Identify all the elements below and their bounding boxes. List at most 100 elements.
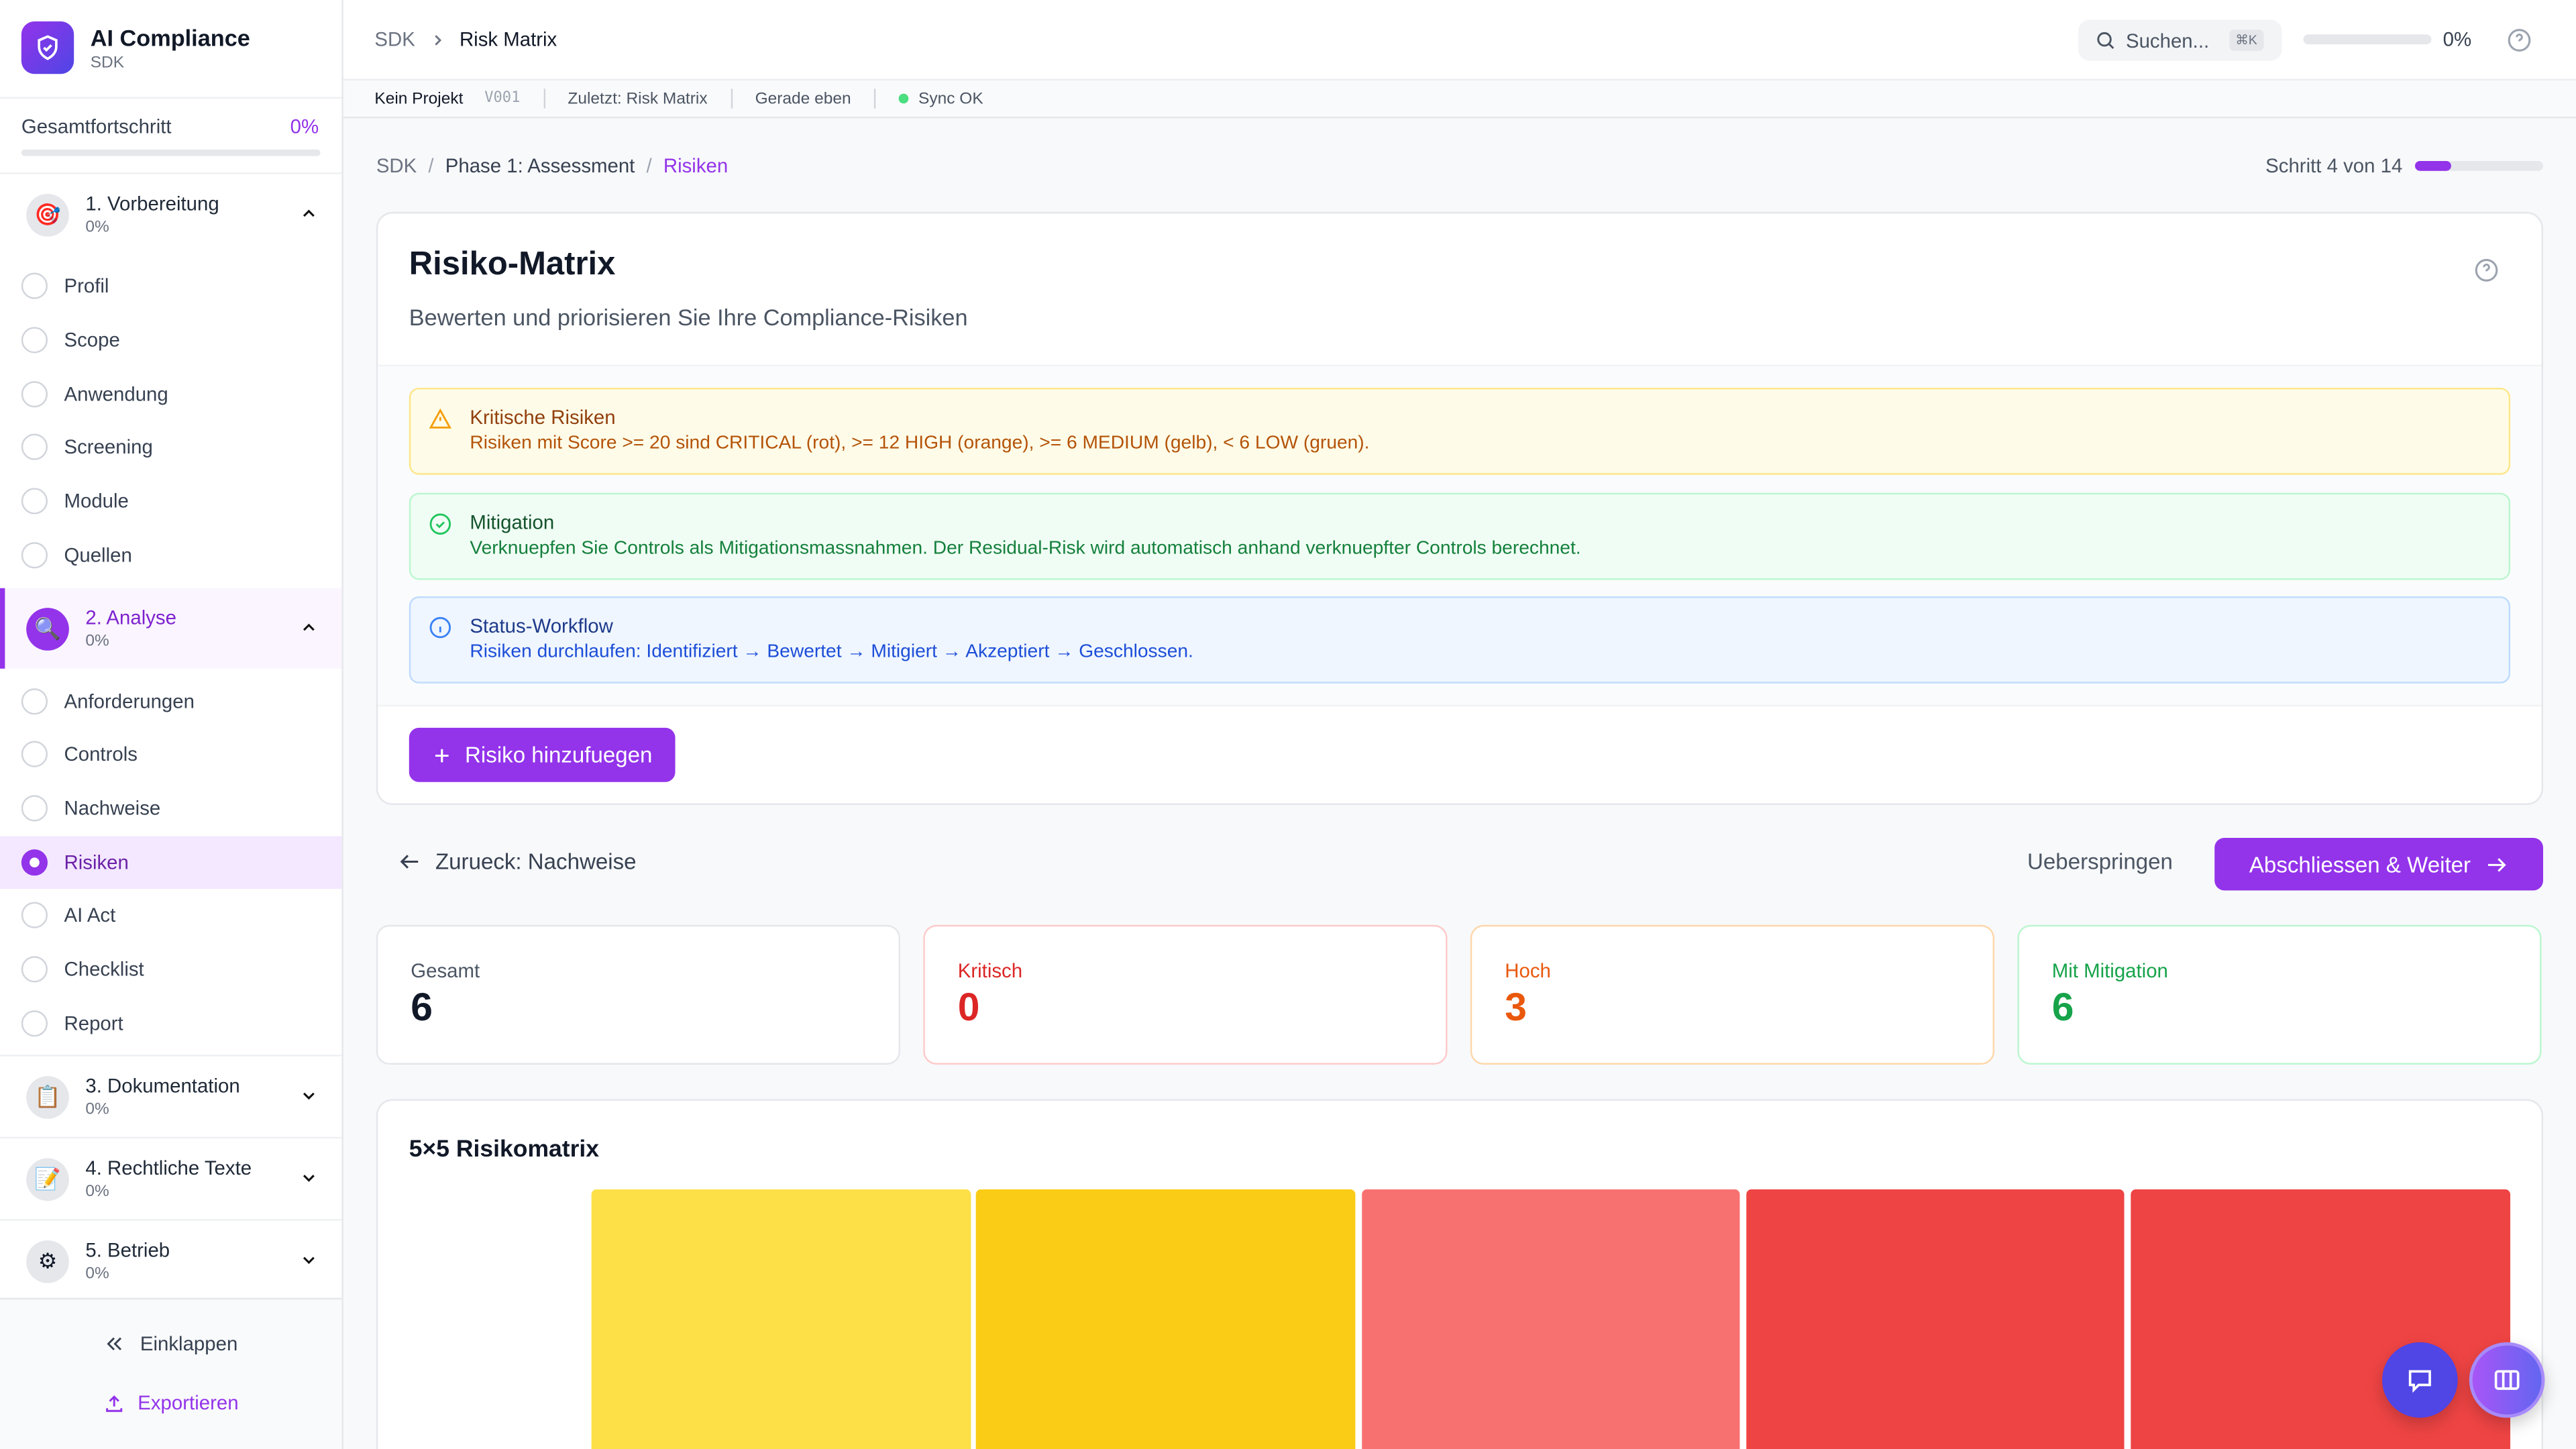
shield-check-icon (38, 35, 58, 60)
sidebar-item-module[interactable]: Module (0, 475, 341, 527)
step-active-icon (21, 849, 48, 876)
breadcrumb-sdk[interactable]: SDK (374, 28, 415, 51)
arrow-right-icon (2487, 857, 2506, 871)
chevron-up-icon[interactable] (299, 204, 319, 223)
sidebar-item-risiken[interactable]: Risiken (0, 836, 342, 889)
add-risk-button[interactable]: Risiko hinzufuegen (409, 727, 676, 782)
sidebar-item-label: Controls (64, 742, 138, 766)
clipboard-icon: 📋 (26, 1075, 69, 1118)
breadcrumb-phase[interactable]: Phase 1: Assessment (445, 154, 635, 178)
breadcrumb-sdk[interactable]: SDK (376, 154, 417, 178)
status-bar: Kein Projekt V001 Zuletzt: Risk Matrix G… (343, 80, 2576, 119)
step-status-icon (21, 956, 48, 983)
section-title: 5. Betrieb (85, 1238, 170, 1262)
app-subtitle: SDK (90, 54, 125, 72)
project-name[interactable]: Kein Projekt (374, 89, 464, 108)
breadcrumb: SDK / Phase 1: Assessment / Risiken (376, 154, 729, 178)
info-icon (429, 616, 451, 639)
sidebar-section-rechtliche-texte[interactable]: 📝 4. Rechtliche Texte 0% (0, 1138, 341, 1219)
collapse-sidebar-button[interactable]: Einklappen (0, 1332, 341, 1355)
sidebar-item-anwendung[interactable]: Anwendung (0, 368, 341, 421)
stat-value: 0 (957, 985, 980, 1030)
version-label: V001 (484, 90, 521, 107)
chevron-down-icon[interactable] (299, 1250, 319, 1270)
search-shortcut: ⌘K (2229, 30, 2264, 51)
matrix-cell[interactable] (1361, 1189, 1740, 1449)
sidebar-item-scope[interactable]: Scope (0, 314, 341, 366)
sidebar-item-checklist[interactable]: Checklist (0, 943, 341, 996)
step-status-icon (21, 902, 48, 928)
warning-icon (429, 408, 452, 429)
chevron-down-icon[interactable] (299, 1168, 319, 1187)
sidebar-item-label: Screening (64, 435, 153, 459)
step-status-icon (21, 272, 48, 299)
alert-text: Verknuepfen Sie Controls als Mitigations… (470, 539, 1581, 559)
matrix-cell[interactable] (591, 1189, 971, 1449)
panel-toggle-button[interactable] (2469, 1342, 2545, 1418)
sidebar-section-vorbereitung[interactable]: 🎯 1. Vorbereitung 0% (0, 174, 341, 255)
sidebar-section-betrieb[interactable]: ⚙ 5. Betrieb 0% (0, 1221, 341, 1301)
search-button[interactable]: Suchen... ⌘K (2078, 19, 2282, 61)
section-progress: 0% (85, 1100, 109, 1119)
step-status-icon (21, 381, 48, 408)
sidebar-item-quellen[interactable]: Quellen (0, 529, 341, 582)
sidebar-item-report[interactable]: Report (0, 998, 341, 1050)
section-progress: 0% (85, 1183, 109, 1201)
chevron-down-icon[interactable] (299, 1086, 319, 1106)
matrix-cell[interactable] (1746, 1189, 2125, 1449)
complete-next-button[interactable]: Abschliessen & Weiter (2214, 837, 2544, 891)
sidebar-section-analyse[interactable]: 🔍 2. Analyse 0% (0, 588, 342, 669)
sidebar-item-profil[interactable]: Profil (0, 260, 341, 312)
back-button[interactable]: Zurueck: Nachweise (398, 849, 637, 874)
sidebar-item-ai-act[interactable]: AI Act (0, 889, 341, 941)
gear-icon: ⚙ (26, 1239, 69, 1283)
sidebar-section-dokumentation[interactable]: 📋 3. Dokumentation 0% (0, 1057, 341, 1137)
export-button[interactable]: Exportieren (0, 1391, 341, 1415)
chevrons-left-icon (107, 1337, 122, 1350)
export-label: Exportieren (138, 1391, 239, 1415)
stat-high: Hoch 3 (1470, 924, 1995, 1065)
add-risk-label: Risiko hinzufuegen (465, 742, 653, 767)
breadcrumb-current: Risiken (663, 154, 729, 178)
stat-critical: Kritisch 0 (923, 924, 1448, 1065)
help-icon[interactable] (2507, 28, 2532, 53)
sidebar-item-label: Nachweise (64, 796, 161, 820)
sidebar-item-label: Quellen (64, 543, 132, 567)
sidebar-item-label: Checklist (64, 957, 144, 981)
sidebar-item-label: Module (64, 489, 129, 513)
sidebar-item-label: Profil (64, 274, 109, 298)
sidebar-item-label: Risiken (64, 851, 129, 874)
step-indicator: Schritt 4 von 14 (2265, 154, 2403, 178)
matrix-cell[interactable] (2131, 1189, 2510, 1449)
skip-button[interactable]: Ueberspringen (2027, 849, 2173, 874)
check-circle-icon (429, 513, 451, 535)
stat-total: Gesamt 6 (376, 924, 901, 1065)
matrix-cell[interactable] (976, 1189, 1355, 1449)
sync-status-dot-icon (898, 93, 909, 104)
sidebar-item-label: Report (64, 1012, 123, 1035)
search-icon (2097, 32, 2114, 49)
step-status-icon (21, 1010, 48, 1037)
stat-label: Mit Mitigation (2051, 959, 2168, 983)
alert-title: Mitigation (470, 511, 555, 534)
chevron-up-icon[interactable] (299, 618, 319, 637)
stat-label: Kritisch (957, 959, 1023, 983)
upload-icon (105, 1394, 122, 1411)
stat-value: 6 (2051, 985, 2074, 1030)
sidebar-item-nachweise[interactable]: Nachweise (0, 782, 341, 835)
sidebar-item-screening[interactable]: Screening (0, 421, 341, 473)
sidebar: AI Compliance SDK Gesamtfortschritt 0% 🎯… (0, 0, 343, 1449)
stat-value: 6 (411, 985, 433, 1030)
step-progress-bar (2415, 161, 2544, 171)
page-subtitle: Bewerten und priorisieren Sie Ihre Compl… (409, 304, 968, 331)
columns-icon (2494, 1370, 2520, 1390)
app-title: AI Compliance (90, 24, 250, 51)
help-icon[interactable] (2474, 258, 2499, 282)
matrix-title: 5×5 Risikomatrix (409, 1136, 600, 1163)
next-label: Abschliessen & Weiter (2249, 851, 2471, 877)
alert-title: Status-Workflow (470, 614, 613, 638)
sidebar-item-anforderungen[interactable]: Anforderungen (0, 676, 341, 728)
chat-button[interactable] (2382, 1342, 2458, 1418)
last-visited: Zuletzt: Risk Matrix (568, 89, 708, 108)
sidebar-item-controls[interactable]: Controls (0, 728, 341, 780)
